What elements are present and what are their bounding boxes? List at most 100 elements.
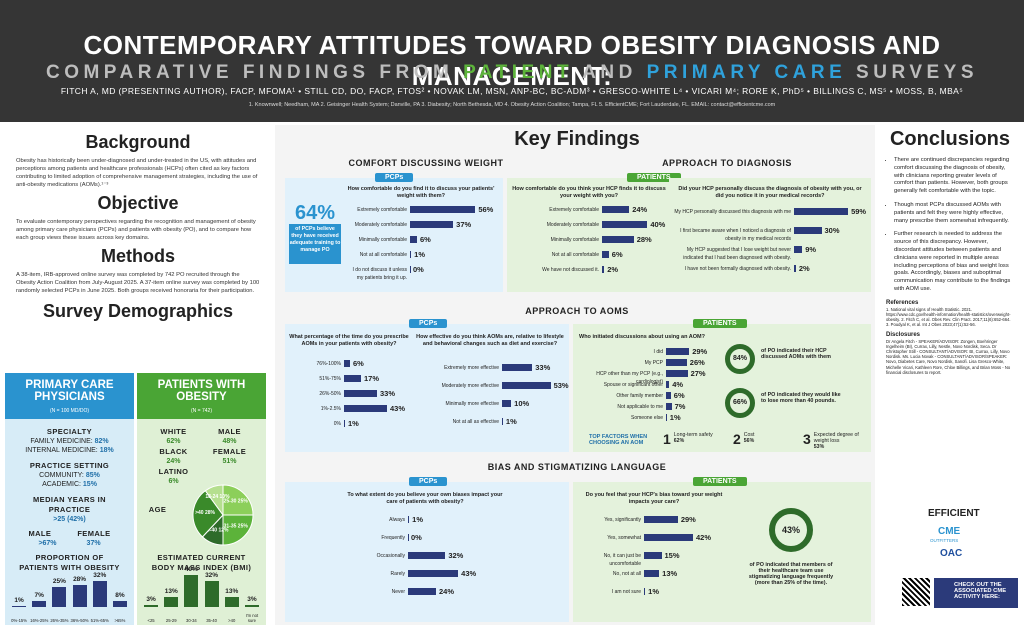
bar-value: 7%	[674, 402, 686, 411]
bar-value: 26%	[689, 358, 705, 367]
bar	[794, 265, 796, 272]
col-value: 32%	[93, 572, 107, 580]
bar-value: 15%	[664, 551, 680, 560]
bias-heading: BIAS AND STIGMATIZING LANGUAGE	[487, 462, 667, 472]
col-cat: 35-40	[206, 618, 217, 623]
poster-title: CONTEMPORARY ATTITUDES TOWARD OBESITY DI…	[83, 30, 941, 91]
bar-value: 43%	[390, 404, 406, 413]
row-label: My PCP	[644, 360, 663, 366]
affiliations: 1. Knownwell; Needham, MA 2. Geisinger H…	[248, 102, 776, 108]
bar-value: 1%	[414, 250, 425, 259]
methods-text: A 38-item, IRB-approved online survey wa…	[16, 272, 260, 294]
row-label: HCP other than my PCP (e.g., cardiologis…	[596, 371, 663, 385]
col-cat: >40	[228, 618, 236, 623]
pat-demo-title: PATIENTS WITH OBESITY (N = 742)	[137, 373, 266, 419]
cme-logo: CME	[938, 526, 961, 537]
col-bar	[32, 601, 47, 607]
conclusion-item: There are continued discrepancies regard…	[894, 157, 1014, 196]
bar-value: 37%	[456, 220, 472, 229]
authors: FITCH A, MD (PRESENTING AUTHOR), FACP, M…	[60, 86, 964, 96]
age-slice	[204, 484, 224, 517]
row-label: Moderately comfortable	[546, 222, 599, 228]
bar-value: 1%	[505, 417, 517, 426]
bar	[666, 348, 690, 355]
row-label: Not at all comfortable	[551, 252, 599, 258]
objective-text: To evaluate contemporary perspectives re…	[16, 219, 256, 241]
bar	[502, 364, 533, 371]
aoms-patient-box: PATIENTS Who initiated discussions about…	[573, 319, 871, 452]
row-label: 76%-100%	[316, 361, 341, 367]
bar	[602, 251, 609, 258]
objective-heading: Objective	[97, 193, 179, 213]
aoms-initiated-question: Who initiated discussions about using an…	[579, 334, 705, 340]
row-label: Minimally more effective	[445, 401, 499, 407]
bar	[410, 251, 412, 258]
diagnosis-box: Did your HCP personally discuss the diag…	[669, 178, 871, 292]
top-factor-value: 62%	[673, 438, 685, 444]
bar-value: 6%	[420, 235, 431, 244]
qr-code[interactable]	[902, 578, 930, 606]
bar	[502, 382, 551, 389]
col-bar	[164, 596, 179, 607]
training-pct: 64%	[294, 202, 336, 224]
top-factor-rank: 1	[663, 431, 671, 447]
aoms-effective-question: How effective do you think AOMs are, rel…	[416, 334, 564, 347]
bar	[502, 400, 512, 407]
age-slice-label: 31-35 25%	[224, 524, 249, 530]
bmi-chart: 3% <25 13% 25-29 40% 30-34 32% 35-40 13% >40 3% I'm…	[141, 566, 262, 623]
bar-value: 6%	[673, 391, 685, 400]
bar	[602, 236, 634, 243]
background-heading: Background	[85, 132, 191, 152]
col-cat: 30-34	[186, 618, 197, 623]
bar-value: 29%	[680, 515, 696, 524]
col-bar	[72, 584, 87, 607]
age-slice-label: >40 28%	[195, 510, 215, 516]
col-value: 3%	[247, 595, 257, 603]
ring-84: 84%	[725, 344, 755, 374]
col-value: 7%	[34, 592, 44, 600]
methods-heading: Methods	[101, 246, 175, 266]
bar	[410, 221, 454, 228]
row-label: Frequently	[381, 535, 405, 541]
col-bar	[112, 600, 127, 607]
comfort-heading: COMFORT DISCUSSING WEIGHT	[348, 158, 504, 168]
age-label: AGE	[148, 505, 167, 514]
row-label: Moderately more effective	[441, 383, 499, 389]
cme-activity-link[interactable]: CHECK OUT THE ASSOCIATED CME ACTIVITY HE…	[934, 578, 1018, 608]
bar-value: 28%	[636, 235, 652, 244]
top-factor: 1 Long-term safety 62%	[663, 432, 731, 446]
bias-patient-question: Do you feel that your HCP's bias toward …	[585, 492, 723, 505]
key-findings-heading: Key Findings	[514, 128, 640, 150]
row-label: I do not discuss it unless my patients b…	[352, 267, 407, 281]
bar	[794, 246, 803, 253]
diagnosis-heading: APPROACH TO DIAGNOSIS	[662, 158, 792, 168]
row-label: Not at all comfortable	[359, 252, 407, 258]
references-text: 1. National vital signs of Health Statis…	[886, 306, 1011, 328]
col-value: 13%	[225, 587, 239, 595]
bar-value: 4%	[672, 380, 684, 389]
comfort-pcp-question: How comfortable do you find it to discus…	[347, 186, 495, 199]
bar	[344, 360, 350, 367]
bar	[408, 552, 446, 559]
bar-value: 32%	[448, 551, 464, 560]
row-label: No, it can just be uncomfortable	[603, 553, 641, 567]
col-bar	[204, 581, 219, 607]
bar	[344, 405, 387, 412]
row-label: Moderately comfortable	[354, 222, 407, 228]
bar-value: 56%	[478, 205, 494, 214]
col-cat: 51%-65%	[90, 618, 109, 623]
row-label: My HCP personally discussed this diagnos…	[674, 209, 791, 215]
bar-value: 2%	[607, 265, 619, 274]
col-value: 1%	[14, 597, 24, 605]
row-label: Not applicable to me	[617, 404, 663, 410]
top-factor-label: Expected degree of weight loss	[813, 432, 859, 444]
bar-value: 24%	[439, 587, 455, 596]
key-findings: Key Findings COMFORT DISCUSSING WEIGHT A…	[281, 128, 873, 622]
row-label: I did	[653, 349, 663, 355]
gender: MALE FEMALE >67% 37%	[28, 529, 111, 547]
bar	[794, 227, 822, 234]
col-value: 3%	[146, 595, 156, 603]
col-bar	[144, 604, 159, 607]
row-label: Yes, somewhat	[607, 535, 641, 541]
bar	[602, 266, 605, 273]
